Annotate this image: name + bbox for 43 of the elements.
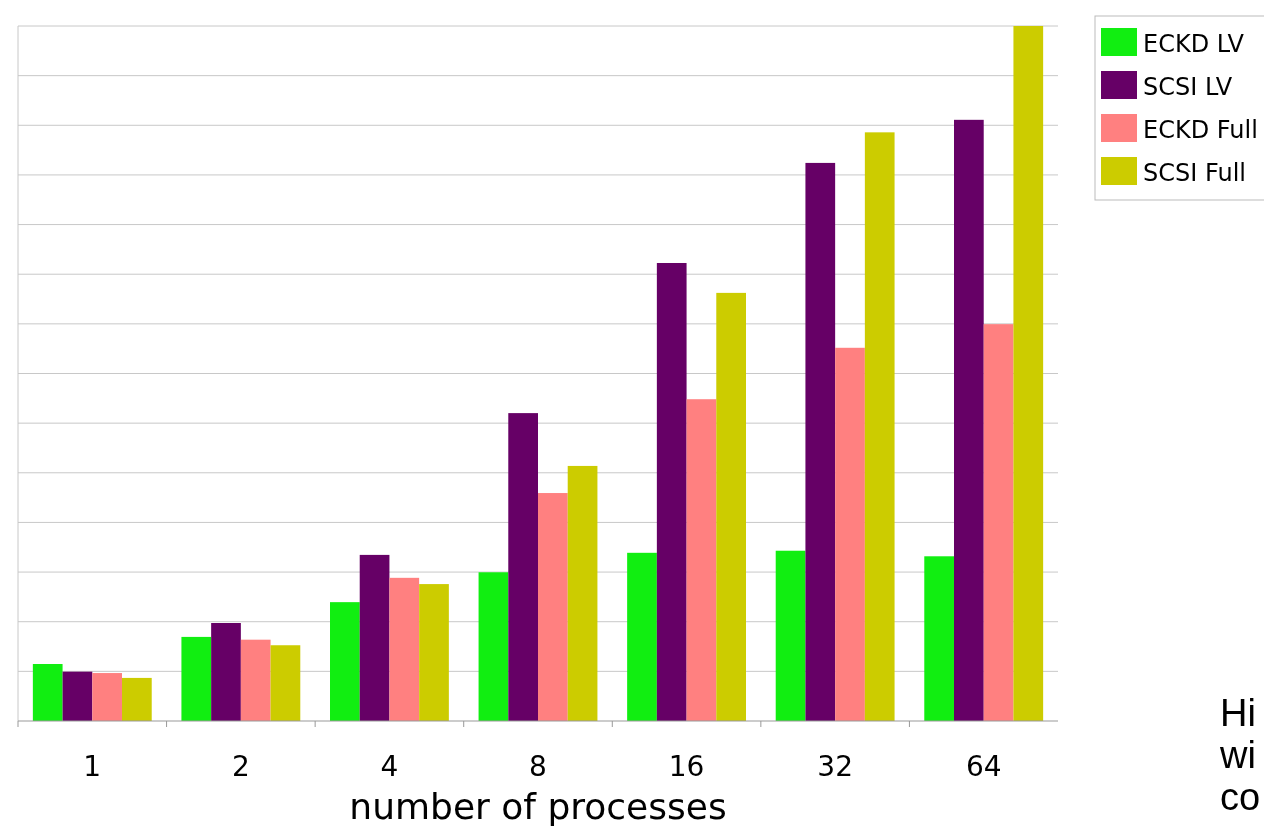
- bar: [389, 577, 420, 721]
- bar: [240, 639, 271, 721]
- x-axis-title: number of processes: [349, 786, 727, 827]
- bar: [270, 645, 301, 721]
- bar: [835, 347, 865, 721]
- bar: [716, 292, 746, 721]
- bar: [62, 671, 93, 721]
- bar: [92, 673, 122, 721]
- legend-label: SCSI Full: [1143, 159, 1246, 187]
- text: wi: [1219, 734, 1256, 776]
- bar: [181, 636, 212, 721]
- x-tick-label: 2: [231, 750, 250, 783]
- text: co: [1220, 776, 1261, 818]
- bar: [954, 119, 984, 721]
- legend-label: ECKD LV: [1143, 30, 1245, 58]
- x-tick-label: 8: [529, 750, 547, 783]
- bar: [983, 324, 1014, 721]
- bar: [775, 550, 806, 721]
- bar: [419, 584, 449, 721]
- x-tick-label: 16: [668, 750, 705, 783]
- bar: [211, 623, 241, 721]
- legend-label: ECKD Full: [1143, 116, 1258, 144]
- bar: [805, 162, 836, 721]
- bar: [627, 552, 657, 721]
- bar: [122, 677, 152, 721]
- text: Hi: [1220, 692, 1256, 734]
- bar: [924, 556, 954, 721]
- bar: [1013, 26, 1044, 721]
- x-tick-label: 32: [817, 750, 853, 783]
- bar: [32, 664, 63, 721]
- legend-label: SCSI LV: [1143, 73, 1233, 101]
- bar: [330, 602, 360, 721]
- bar: [686, 399, 717, 721]
- bar: [538, 493, 568, 721]
- x-tick-label: 4: [380, 750, 399, 783]
- x-tick-label: 1: [83, 750, 102, 783]
- bar: [864, 132, 895, 721]
- bar: [508, 413, 538, 721]
- bar: [359, 554, 390, 721]
- bar: [567, 465, 598, 721]
- bar: [656, 263, 687, 721]
- x-tick-label: 64: [965, 750, 1002, 783]
- bar: [478, 572, 509, 721]
